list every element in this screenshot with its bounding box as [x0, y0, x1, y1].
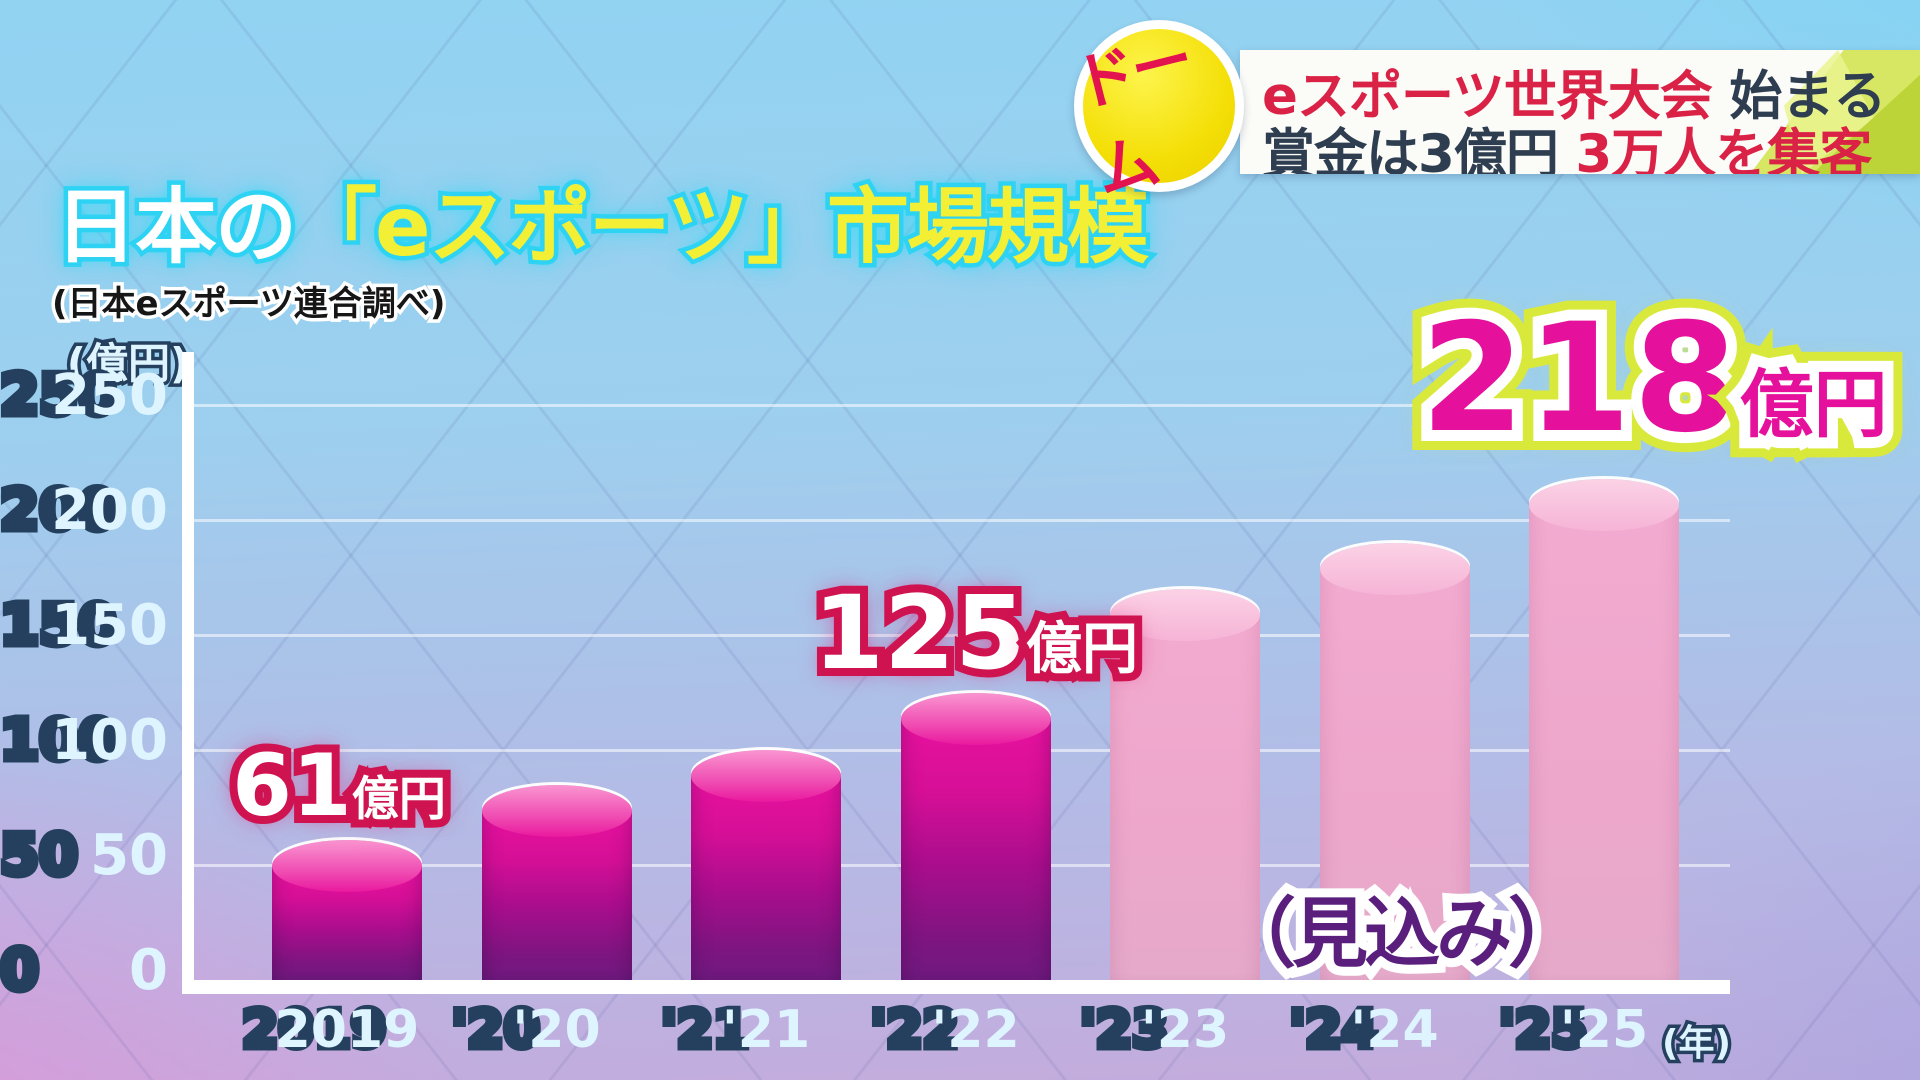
bar-cap-'20: [481, 784, 632, 837]
gridline-200: [194, 519, 1730, 522]
data-source-note: (日本eスポーツ連合調べ): [52, 276, 446, 325]
value-label-number: 218: [1420, 292, 1739, 466]
topic-badge: ドーム: [1067, 20, 1244, 209]
page-title: 日本の「eスポーツ」市場規模: [55, 160, 1149, 279]
page-title-lead: 日本の: [55, 160, 297, 279]
x-axis-line: [182, 980, 1730, 994]
y-tick-150: 150: [0, 596, 168, 657]
headline-line-1: eスポーツ世界大会 始まる: [1262, 54, 1886, 130]
bar-cap-'21: [691, 750, 841, 802]
headline-line1-sub: 始まる: [1711, 66, 1886, 127]
y-tick-100: 100: [0, 711, 168, 772]
bar-cap-'25: [1529, 478, 1679, 531]
value-label-number: 125: [813, 574, 1026, 693]
bar-body-'22: [900, 718, 1051, 980]
headline-line1-main: eスポーツ世界大会: [1262, 66, 1713, 127]
value-label-125: 125億円: [716, 574, 1236, 693]
x-label-'25: '25: [1499, 1002, 1709, 1058]
value-label-61: 61億円: [129, 736, 549, 836]
headline-line2-sub: 3万人を集客: [1557, 124, 1872, 174]
x-label-2019: 2019: [242, 1002, 452, 1058]
value-label-218: 218億円: [1324, 292, 1920, 466]
y-tick-50: 50: [0, 826, 168, 887]
page-title-highlight: 「eスポーツ」市場規模: [295, 160, 1149, 279]
bar-body-'20: [481, 810, 632, 980]
value-label-unit: 億円: [352, 760, 446, 829]
value-label-unit: 億円: [1740, 345, 1888, 452]
x-label-'20: '20: [452, 1002, 662, 1058]
bar-cap-'24: [1319, 543, 1470, 595]
headline-box: eスポーツ世界大会 始まる 賞金は3億円 3万人を集客: [1240, 50, 1920, 174]
x-label-'22: '22: [871, 1002, 1081, 1058]
y-tick-200: 200: [0, 481, 168, 542]
y-tick-250: 250: [0, 366, 168, 427]
bar-body-'21: [691, 776, 841, 980]
gridline-250: [194, 404, 1730, 407]
bar-cap-2019: [272, 839, 422, 892]
x-label-'23: '23: [1080, 1002, 1290, 1058]
forecast-note: （見込み）: [1200, 872, 1600, 982]
headline-line2-main: 賞金は3億円: [1262, 124, 1559, 174]
value-label-number: 61: [232, 736, 352, 836]
value-label-unit: 億円: [1026, 604, 1138, 685]
y-axis-line: [182, 352, 194, 994]
x-label-'24: '24: [1290, 1002, 1500, 1058]
topic-badge-circle: ドーム: [1067, 23, 1235, 209]
x-label-'21: '21: [661, 1002, 871, 1058]
headline-line-2: 賞金は3億円 3万人を集客: [1262, 112, 1872, 174]
y-tick-0: 0: [0, 941, 168, 1002]
bar-cap-'22: [900, 692, 1051, 745]
